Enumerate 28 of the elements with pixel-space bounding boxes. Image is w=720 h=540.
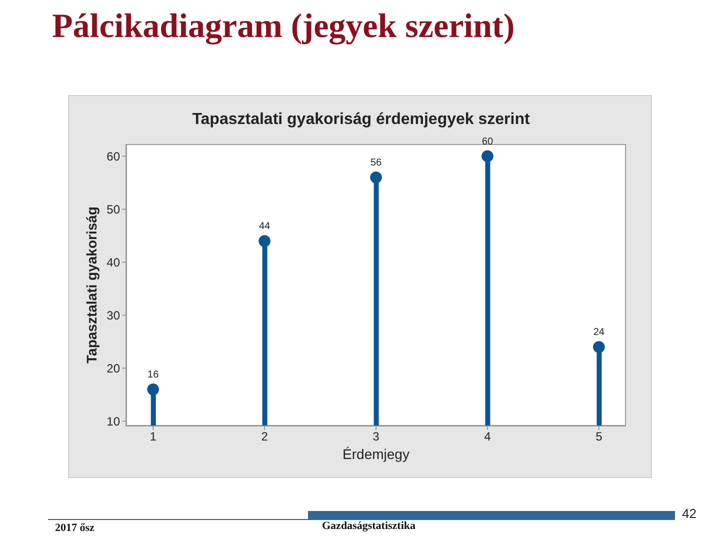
point bbox=[147, 384, 159, 396]
y-tick-label: 40 bbox=[106, 255, 120, 270]
point bbox=[593, 341, 605, 353]
x-tick-label: 5 bbox=[596, 430, 603, 444]
point bbox=[370, 171, 382, 184]
x-tick-label: 3 bbox=[372, 430, 380, 444]
y-axis-title: Tapasztalati gyakoriság bbox=[84, 206, 100, 364]
data-label: 16 bbox=[148, 370, 160, 381]
data-label: 24 bbox=[593, 327, 605, 338]
x-tick-label: 2 bbox=[261, 430, 268, 444]
chart-subtitle: Tapasztalati gyakoriság érdemjegyek szerint bbox=[191, 111, 531, 129]
y-tick-label: 20 bbox=[106, 361, 120, 376]
chart-title: Pálcikadiagram (jegyek szerint) bbox=[52, 8, 515, 46]
y-tick-label: 30 bbox=[106, 308, 120, 322]
x-tick-label: 1 bbox=[150, 430, 157, 444]
y-tick-label: 50 bbox=[106, 202, 120, 216]
text: Gazdaságstatisztika bbox=[322, 520, 416, 532]
x-tick-label: 4 bbox=[484, 430, 492, 444]
text: 2017 ősz bbox=[55, 522, 94, 534]
text: 42 bbox=[682, 506, 696, 521]
x-axis-title: Érdemjegy bbox=[342, 446, 410, 462]
data-label: 56 bbox=[370, 157, 382, 168]
point bbox=[482, 150, 494, 162]
data-label: 44 bbox=[258, 221, 271, 232]
point bbox=[258, 235, 270, 247]
data-label: 60 bbox=[482, 136, 494, 148]
y-tick-label: 60 bbox=[106, 149, 120, 164]
y-tick-label: 10 bbox=[106, 414, 120, 428]
